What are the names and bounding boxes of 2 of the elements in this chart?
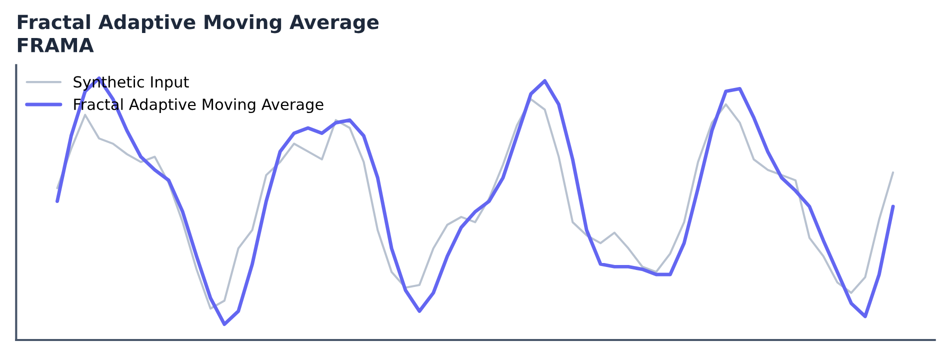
chart-title: Fractal Adaptive Moving Average (18, 14, 379, 34)
chart-subtitle: FRAMA (18, 38, 94, 52)
